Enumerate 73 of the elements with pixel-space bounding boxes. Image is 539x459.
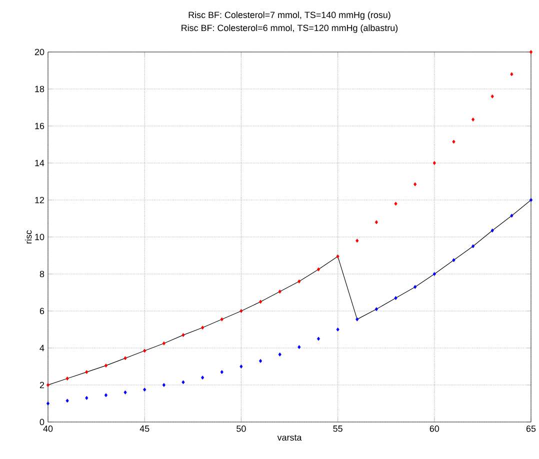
point [46, 402, 50, 406]
point [490, 228, 494, 233]
y-tick-label: 16 [35, 122, 44, 130]
point [66, 376, 69, 381]
y-axis-title: risc [25, 230, 32, 244]
point [162, 383, 166, 387]
x-tick-label: 45 [140, 426, 150, 432]
point [336, 254, 340, 258]
point [201, 326, 204, 330]
point [220, 317, 224, 322]
point [85, 396, 88, 400]
point [298, 345, 301, 350]
y-tick-label: 14 [35, 160, 44, 166]
point [124, 390, 127, 394]
y-tick-label: 8 [40, 270, 44, 278]
chart-subtitle: Risc BF: Colesterol=6 mmol, TS=120 mmHg (albastru) [182, 24, 398, 33]
point [66, 398, 69, 403]
point [490, 94, 494, 98]
y-tick-label: 20 [34, 48, 44, 56]
point [316, 267, 320, 272]
point [278, 290, 282, 294]
point [316, 336, 320, 341]
point [240, 364, 243, 368]
point [258, 358, 262, 363]
point [104, 393, 108, 398]
point [201, 376, 204, 380]
y-tick-label: 0 [40, 418, 44, 426]
y-tick-label: 10 [35, 234, 44, 240]
point [414, 284, 417, 289]
x-axis-title: varsta [277, 434, 302, 441]
point [182, 380, 185, 384]
point [472, 118, 475, 122]
x-tick-label: 65 [526, 426, 536, 432]
point [162, 341, 166, 346]
y-tick-label: 12 [35, 196, 44, 204]
point [278, 352, 282, 356]
point [46, 383, 50, 387]
point [220, 370, 224, 374]
point [472, 244, 475, 248]
point [394, 202, 398, 206]
x-tick-label: 60 [430, 426, 440, 432]
point [394, 296, 398, 300]
point [336, 328, 340, 332]
point [258, 300, 262, 304]
point [529, 50, 533, 54]
y-tick-label: 4 [40, 344, 44, 352]
y-tick-label: 2 [40, 382, 44, 388]
point [143, 388, 146, 392]
point [356, 238, 359, 243]
x-tick-label: 55 [333, 426, 342, 432]
point [104, 364, 108, 368]
point [529, 198, 533, 202]
point [356, 317, 359, 322]
point [510, 72, 514, 76]
point [182, 333, 185, 338]
point [432, 272, 436, 276]
point [452, 140, 456, 144]
point [432, 161, 436, 165]
point [374, 220, 378, 224]
point [452, 258, 456, 262]
point [298, 279, 301, 284]
point [240, 309, 243, 313]
x-tick-label: 50 [236, 426, 246, 432]
y-tick-label: 18 [35, 86, 44, 92]
point [414, 182, 417, 186]
point [85, 370, 88, 374]
point [510, 214, 514, 218]
point [143, 348, 146, 353]
x-tick-label: 40 [43, 426, 53, 432]
point [124, 356, 127, 360]
chart-title: Risc BF: Colesterol=7 mmol, TS=140 mmHg (rosu) [188, 11, 390, 20]
y-tick-label: 6 [40, 308, 44, 314]
point [374, 307, 378, 312]
